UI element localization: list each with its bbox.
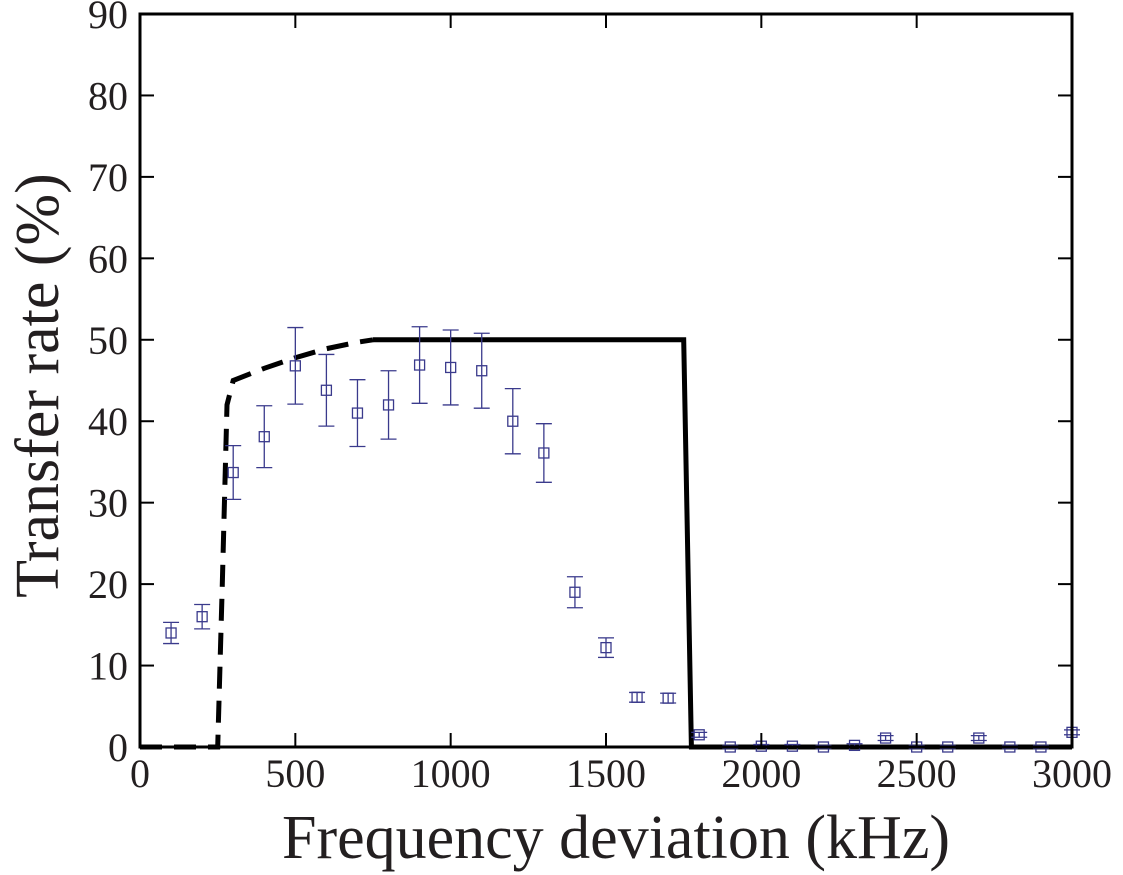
y-tick-label: 60 <box>88 236 128 281</box>
data-point <box>351 407 364 419</box>
x-tick-label: 0 <box>130 751 150 796</box>
data-point <box>879 732 892 744</box>
y-tick-label: 80 <box>88 73 128 118</box>
x-tick-label: 2000 <box>721 751 801 796</box>
theory-curves <box>140 337 1072 750</box>
data-point <box>569 586 581 598</box>
data-point <box>662 692 674 704</box>
dashed-theory-line <box>140 337 374 750</box>
y-tick-label: 0 <box>108 725 128 770</box>
data-point <box>289 360 301 372</box>
data-points <box>163 326 1080 753</box>
x-tick-label: 1500 <box>566 751 646 796</box>
data-point <box>848 739 861 752</box>
x-tick-label: 500 <box>265 751 325 796</box>
data-point <box>320 384 333 396</box>
plot-frame <box>138 12 1074 749</box>
data-point <box>507 415 519 427</box>
data-point <box>973 732 985 744</box>
data-point <box>445 361 457 374</box>
data-point <box>476 365 488 377</box>
y-tick-label: 40 <box>88 399 128 444</box>
y-tick-label: 10 <box>88 644 128 689</box>
data-point <box>196 611 208 623</box>
x-axis-label: Frequency deviation (kHz) <box>282 804 950 872</box>
data-point <box>693 729 705 741</box>
solid-theory-line <box>373 337 1072 750</box>
data-point <box>631 691 643 703</box>
y-tick-label: 90 <box>88 0 128 37</box>
data-point <box>600 641 612 654</box>
data-point <box>538 447 550 459</box>
y-tick-label: 70 <box>88 155 128 200</box>
data-point <box>258 431 270 443</box>
data-point <box>227 466 239 479</box>
y-tick-label: 50 <box>88 318 128 363</box>
y-axis-ticks: 0 10 20 30 40 50 60 70 80 90 <box>88 0 1072 770</box>
x-tick-label: 1000 <box>411 751 491 796</box>
data-point <box>165 627 177 639</box>
x-axis-ticks: 0 500 1000 1500 2000 2500 3000 <box>130 14 1112 796</box>
y-axis-label: Transfer rate (%) <box>4 173 72 598</box>
x-tick-label: 3000 <box>1032 751 1112 796</box>
y-tick-label: 20 <box>88 562 128 607</box>
data-point <box>382 399 395 411</box>
y-tick-label: 30 <box>88 481 128 526</box>
data-point <box>413 359 426 371</box>
x-tick-label: 2500 <box>877 751 957 796</box>
